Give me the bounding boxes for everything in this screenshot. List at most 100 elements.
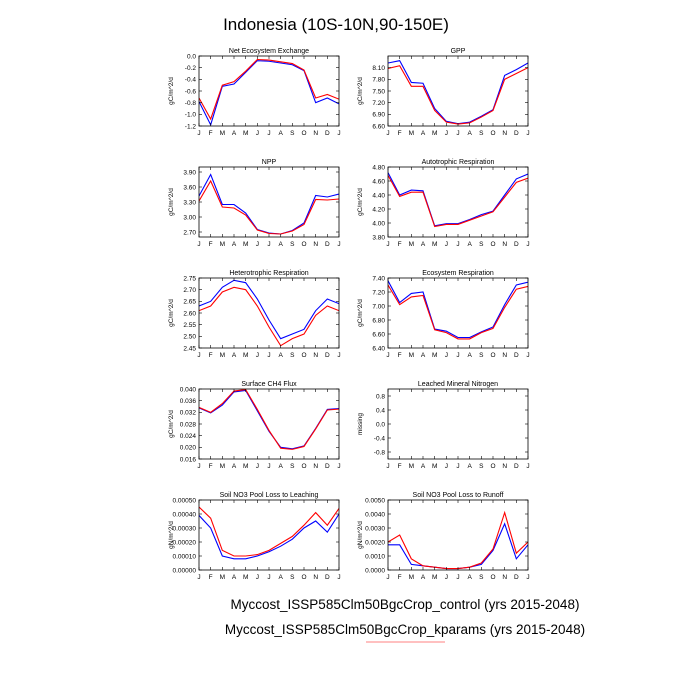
x-tick-label: J	[256, 352, 259, 359]
x-tick-label: N	[502, 130, 507, 137]
x-tick-label: A	[467, 574, 472, 581]
x-tick-label: M	[409, 352, 414, 359]
x-tick-label: J	[197, 352, 200, 359]
y-tick-label: 3.30	[183, 199, 196, 206]
y-tick-label: 0.028	[180, 421, 197, 428]
x-tick-label: J	[337, 574, 340, 581]
x-tick-label: A	[278, 130, 283, 137]
x-tick-label: O	[301, 241, 306, 248]
y-tick-label: 0.036	[180, 398, 197, 405]
x-tick-label: D	[325, 130, 330, 137]
y-tick-label: 6.60	[372, 331, 385, 338]
y-tick-label: 2.75	[183, 275, 196, 282]
x-tick-label: M	[220, 352, 225, 359]
x-tick-label: A	[467, 130, 472, 137]
x-tick-label: J	[267, 574, 270, 581]
y-tick-label: 0.020	[180, 445, 197, 452]
panel-title: Net Ecosystem Exchange	[229, 48, 309, 55]
y-tick-label: 0.00030	[173, 525, 197, 532]
y-tick-label: -0.6	[185, 88, 197, 95]
x-tick-label: A	[467, 352, 472, 359]
x-tick-label: M	[243, 241, 248, 248]
x-tick-label: D	[325, 352, 330, 359]
x-tick-label: J	[456, 241, 459, 248]
x-tick-label: J	[456, 130, 459, 137]
x-tick-label: F	[209, 574, 213, 581]
x-tick-label: J	[267, 130, 270, 137]
y-tick-label: -1.2	[185, 123, 197, 130]
y-tick-label: -0.4	[185, 77, 197, 84]
series-line-control	[199, 513, 339, 560]
y-tick-label: 0.8	[376, 393, 385, 400]
y-tick-label: 0.4	[376, 407, 385, 414]
x-tick-label: N	[313, 130, 318, 137]
y-tick-label: 0.032	[180, 410, 197, 417]
x-tick-label: S	[479, 463, 484, 470]
y-tick-label: 3.00	[183, 214, 196, 221]
x-tick-label: A	[278, 463, 283, 470]
x-tick-label: M	[220, 130, 225, 137]
x-tick-label: J	[197, 574, 200, 581]
y-tick-label: 0.040	[180, 386, 197, 393]
y-tick-label: 2.45	[183, 345, 196, 352]
x-tick-label: F	[209, 241, 213, 248]
series-line-kparams	[388, 175, 528, 228]
panel-title: Ecosystem Respiration	[422, 270, 494, 277]
x-tick-label: N	[313, 574, 318, 581]
x-tick-label: A	[232, 130, 237, 137]
series-line-kparams	[199, 58, 339, 121]
y-tick-label: 6.40	[372, 345, 385, 352]
y-tick-label: 4.20	[372, 206, 385, 213]
x-tick-label: F	[398, 463, 402, 470]
x-tick-label: O	[301, 130, 306, 137]
y-tick-label: 0.0	[187, 53, 196, 60]
panel-ecosystem-respiration: Ecosystem Respiration gC/m^2/d 6.40 6.60 6.8…	[357, 270, 530, 359]
x-tick-label: M	[409, 130, 414, 137]
y-tick-label: 2.50	[183, 334, 196, 341]
x-tick-label: J	[445, 241, 448, 248]
series-line-control	[199, 279, 339, 340]
panel-soil-no3-pool-loss-to-runoff: Soil NO3 Pool Loss to RunoffgN/m^2/d0.00…	[357, 492, 530, 581]
y-tick-label: 0.00020	[173, 539, 197, 546]
x-tick-label: A	[232, 574, 237, 581]
panel-title: Leached Mineral Nitrogen	[418, 381, 498, 388]
x-tick-label: O	[490, 574, 495, 581]
panel-title: Heterotrophic Respiration	[229, 270, 308, 277]
x-tick-label: S	[479, 241, 484, 248]
x-tick-label: S	[479, 352, 484, 359]
y-tick-label: -0.4	[374, 435, 386, 442]
y-tick-label: 0.0010	[365, 553, 385, 560]
x-tick-label: J	[386, 463, 389, 470]
y-tick-label: 0.0000	[365, 567, 385, 574]
panel-surface-ch4-flux: Surface CH4 Flux gC/m^2/d 0.016 0.020 0.024 0…	[168, 381, 341, 470]
x-tick-label: F	[398, 241, 402, 248]
x-tick-label: J	[337, 352, 340, 359]
y-tick-label: 0.00010	[173, 553, 197, 560]
x-tick-label: M	[432, 352, 437, 359]
y-axis-label: gC/m^2/d	[168, 410, 175, 438]
x-tick-label: O	[301, 352, 306, 359]
x-tick-label: J	[526, 463, 529, 470]
x-tick-label: S	[290, 574, 295, 581]
x-tick-label: J	[445, 352, 448, 359]
y-tick-label: 3.80	[372, 234, 385, 241]
y-tick-label: 4.40	[372, 192, 385, 199]
y-axis-label: missing	[357, 413, 364, 435]
x-tick-label: A	[421, 130, 426, 137]
x-tick-label: O	[490, 352, 495, 359]
x-tick-label: D	[514, 352, 519, 359]
y-tick-label: -0.8	[374, 449, 386, 456]
y-axis-label: gN/m^2/d	[168, 521, 175, 549]
y-axis-label: gC/m^2/d	[357, 188, 364, 216]
x-tick-label: J	[267, 463, 270, 470]
panel-net-ecosystem-exchange: Net Ecosystem Exchange gC/m^2/d -1.2 -1.0 -0…	[168, 48, 341, 137]
y-tick-label: 6.90	[372, 112, 385, 119]
y-tick-label: 0.0040	[365, 511, 385, 518]
x-tick-label: J	[445, 463, 448, 470]
series-line-control	[388, 280, 528, 339]
x-tick-label: M	[243, 463, 248, 470]
panel-title: Soil NO3 Pool Loss to Leaching	[220, 492, 319, 499]
x-tick-label: J	[445, 574, 448, 581]
